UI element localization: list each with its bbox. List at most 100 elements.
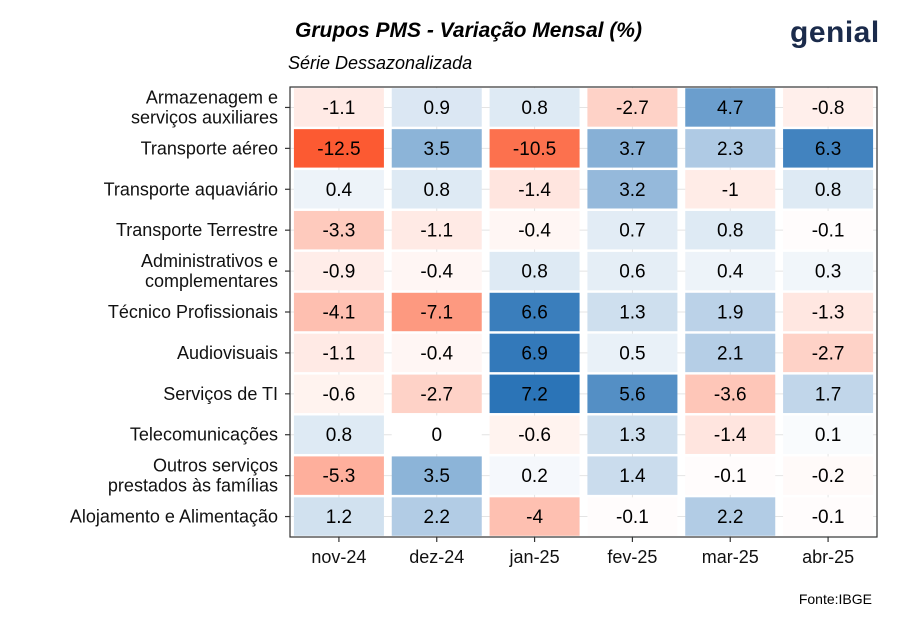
y-tick-label: Alojamento e Alimentação — [70, 507, 278, 527]
heatmap-cell — [685, 497, 776, 536]
cell-value-label: -0.6 — [323, 384, 356, 405]
cell-value-label: -0.6 — [518, 425, 551, 446]
cell-value-label: 2.2 — [424, 507, 450, 528]
cell-value-label: 1.3 — [619, 425, 645, 446]
heatmap-cell — [489, 88, 580, 127]
cell-value-label: 0 — [431, 425, 442, 446]
cell-value-label: 6.9 — [521, 343, 547, 364]
cell-value-label: -2.7 — [812, 343, 845, 364]
heatmap-cell — [587, 170, 678, 209]
x-tick-label: jan-25 — [509, 547, 560, 567]
cells-layer — [293, 88, 874, 536]
cell-value-label: -0.1 — [616, 507, 649, 528]
cell-value-label: 2.3 — [717, 139, 743, 160]
heatmap-cell — [391, 415, 482, 454]
cell-value-label: 4.7 — [717, 98, 743, 119]
cell-value-label: 0.8 — [424, 180, 450, 201]
source-note: Fonte:IBGE — [798, 591, 872, 607]
heatmap-cell — [587, 251, 678, 291]
y-tick-label: Outros serviços prestados às famílias — [108, 456, 278, 496]
heatmap-cell — [685, 88, 776, 127]
cell-value-label: 0.8 — [326, 425, 352, 446]
cell-value-label: -3.3 — [323, 221, 356, 242]
heatmap-cell — [685, 292, 776, 332]
axis-layer: nov-24 dez-24 jan-25 fev-25 mar-25 abr-25 Arma… — [70, 86, 878, 567]
cell-value-label: 3.2 — [619, 180, 645, 201]
heatmap-cell — [391, 129, 482, 168]
cell-value-label: 1.2 — [326, 507, 352, 528]
cell-value-label: -2.7 — [420, 384, 453, 405]
heatmap-cell — [783, 129, 874, 168]
heatmap-cell — [391, 456, 482, 495]
cell-value-label: -1.1 — [323, 98, 356, 119]
heatmap-cell — [685, 374, 776, 414]
heatmap-cell — [587, 88, 678, 127]
y-tick-label: Transporte aéreo — [141, 138, 278, 158]
x-tick-label: mar-25 — [702, 547, 759, 567]
cell-value-label: 2.1 — [717, 343, 743, 364]
heatmap-cell — [391, 251, 482, 291]
y-tick-label: Serviços de TI — [163, 384, 278, 404]
x-tick-label: nov-24 — [311, 547, 366, 567]
heatmap-cell — [293, 251, 384, 291]
heatmap-cell — [587, 129, 678, 168]
heatmap-cell — [587, 415, 678, 454]
heatmap-cell — [685, 210, 776, 250]
x-tick-label: dez-24 — [409, 547, 464, 567]
y-tick-label: Transporte Terrestre — [116, 220, 278, 240]
cell-value-label: 0.8 — [521, 262, 547, 283]
heatmap-cell — [293, 374, 384, 414]
heatmap-cell — [783, 251, 874, 291]
y-tick-label: Telecomunicações — [130, 425, 278, 445]
heatmap-cell — [391, 210, 482, 250]
heatmap-cell — [685, 415, 776, 454]
heatmap-cell — [489, 456, 580, 495]
cell-value-label: -4.1 — [323, 303, 356, 324]
cell-value-label: 0.6 — [619, 262, 645, 283]
cell-value-label: 0.8 — [815, 180, 841, 201]
cell-value-label: 0.8 — [521, 98, 547, 119]
cell-value-label: -0.4 — [420, 262, 453, 283]
heatmap-cell — [489, 497, 580, 536]
heatmap-cell — [489, 170, 580, 209]
heatmap-cell — [293, 170, 384, 209]
y-tick-label: Transporte aquaviário — [104, 179, 278, 199]
heatmap-cell — [587, 210, 678, 250]
heatmap-cell — [489, 292, 580, 332]
heatmap-cell — [489, 333, 580, 373]
cell-value-label: 5.6 — [619, 384, 645, 405]
heatmap-cell — [391, 292, 482, 332]
heatmap-cell — [783, 170, 874, 209]
cell-value-label: -0.4 — [420, 343, 453, 364]
cell-value-label: 1.4 — [619, 466, 646, 487]
cell-value-label: -0.1 — [812, 507, 845, 528]
heatmap-cell — [783, 456, 874, 495]
cell-value-label: 1.3 — [619, 303, 645, 324]
cell-value-label: 7.2 — [521, 384, 547, 405]
heatmap-cell — [293, 129, 384, 168]
heatmap-cell — [391, 374, 482, 414]
heatmap-cell — [587, 456, 678, 495]
cell-value-label: -0.4 — [518, 221, 551, 242]
cell-value-label: 0.4 — [717, 262, 744, 283]
heatmap-cell — [587, 333, 678, 373]
heatmap-cell — [391, 88, 482, 127]
cell-value-label: -7.1 — [420, 303, 453, 324]
y-tick-label: Audiovisuais — [177, 343, 278, 363]
heatmap-cell — [685, 170, 776, 209]
heatmap-cell — [293, 210, 384, 250]
cell-value-label: 0.9 — [424, 98, 450, 119]
heatmap-cell — [489, 210, 580, 250]
heatmap-cell — [685, 456, 776, 495]
cell-value-label: -1 — [722, 180, 739, 201]
heatmap-cell — [489, 129, 580, 168]
heatmap-cell — [391, 333, 482, 373]
cell-value-label: -3.6 — [714, 384, 747, 405]
heatmap-cell — [489, 374, 580, 414]
cell-value-label: 0.1 — [815, 425, 841, 446]
cell-value-label: -1.1 — [420, 221, 453, 242]
y-tick-label: Administrativos e complementares — [141, 251, 278, 291]
cell-value-label: -1.4 — [518, 180, 551, 201]
y-tick-label: Técnico Profissionais — [108, 302, 278, 322]
heatmap-cell — [391, 497, 482, 536]
